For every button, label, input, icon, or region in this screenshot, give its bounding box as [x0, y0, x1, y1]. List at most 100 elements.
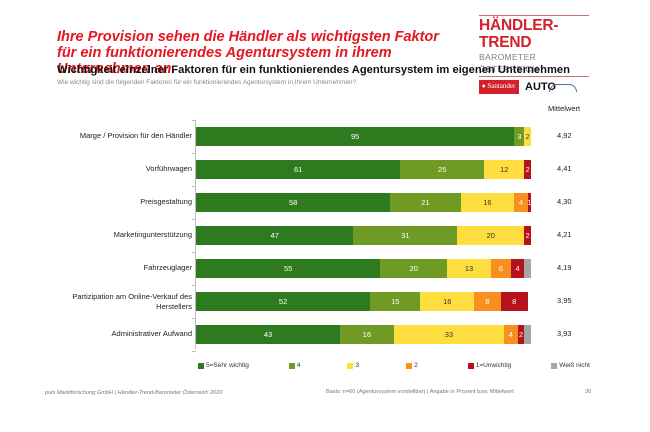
mittelwert-value: 4,92: [557, 131, 572, 140]
partner-logos: ♦ Santander AUTO: [479, 80, 589, 94]
legend-item: Weiß nicht: [551, 362, 590, 369]
data-label: 13: [464, 264, 474, 273]
survey-question: Wie wichtig sind die folgenden Faktoren …: [57, 79, 357, 86]
bar-segment: 31: [353, 226, 458, 245]
category-label: Partizipation am Online-Verkauf des Hers…: [72, 292, 192, 311]
data-label: 8: [512, 297, 517, 306]
santander-logo: ♦ Santander: [479, 80, 519, 94]
flame-icon: ♦: [482, 82, 486, 90]
bar-segment: 2: [517, 325, 525, 344]
axis-tick: [192, 153, 196, 154]
bar-segment: 21: [390, 193, 461, 212]
legend-swatch: [288, 362, 295, 369]
bar-segment: 43: [196, 325, 341, 344]
legend-swatch: [347, 362, 354, 369]
legend-label: 4: [296, 362, 301, 369]
legend-swatch: [198, 362, 204, 369]
data-label: 3: [517, 132, 522, 141]
axis-tick: [192, 252, 196, 253]
bar-segment: 1: [527, 193, 532, 212]
page-number: 30: [585, 389, 592, 395]
legend-item: 2: [406, 362, 418, 369]
data-label: 52: [278, 297, 288, 306]
data-label: 2: [525, 165, 530, 174]
legend-swatch: [467, 362, 474, 369]
data-label: 4: [508, 330, 513, 339]
legend-label: Weiß nicht: [559, 362, 590, 369]
mittelwert-header: Mittelwert: [548, 104, 581, 113]
data-label: 2: [518, 330, 524, 339]
mittelwert-value: 4,19: [557, 263, 572, 272]
bar-segment: 55: [196, 259, 381, 278]
bar-segment: 13: [447, 259, 491, 278]
bar-segment: 16: [340, 325, 394, 344]
haendler-trend-logo: HÄNDLER-TREND BAROMETER ÖSTERREICH ♦ San…: [479, 15, 589, 94]
bar-segment: [524, 259, 531, 278]
mittelwert-value: 4,21: [557, 230, 572, 239]
data-label: 55: [283, 264, 293, 273]
data-label: 15: [391, 297, 400, 306]
data-label: 6: [498, 264, 503, 273]
data-label: 33: [444, 330, 454, 339]
data-label: 31: [401, 231, 410, 240]
car-icon: [549, 84, 577, 92]
legend-label: 1=Unwichtig: [475, 362, 512, 369]
category-label: Fahrzeuglager: [143, 263, 192, 272]
data-label: 16: [483, 198, 492, 207]
data-label: 20: [409, 264, 418, 273]
mittelwert-value: 4,41: [557, 164, 572, 173]
category-label: Vorführwagen: [145, 164, 192, 173]
data-label: 1: [527, 198, 532, 207]
bar-segment: 16: [420, 292, 475, 311]
bar-segment: [524, 325, 531, 344]
bar-segment: 8: [474, 292, 501, 311]
logo-rule-top: [479, 15, 589, 16]
data-label: 12: [500, 165, 509, 174]
bar-segment: 58: [196, 193, 391, 212]
auto-label: AUTO: [525, 81, 556, 93]
bar-segment: 4: [510, 259, 525, 278]
legend-label: 5=Sehr wichtig: [206, 362, 249, 369]
axis-tick: [192, 318, 196, 319]
axis-tick: [192, 186, 196, 187]
data-label: 16: [443, 297, 452, 306]
axis-tick: [192, 120, 196, 121]
data-label: 25: [438, 165, 447, 174]
mittelwert-value: 3,95: [557, 296, 572, 305]
axis-tick: [192, 219, 196, 220]
bar-segment: 3: [514, 127, 525, 146]
data-label: 43: [263, 330, 273, 339]
legend-swatch: [406, 362, 413, 369]
chart-legend: 5=Sehr wichtig 4 3 2 1=Unwichtig Weiß nicht: [198, 362, 590, 369]
category-axis: [195, 120, 196, 349]
headline: Ihre Provision sehen die Händler als wic…: [57, 29, 439, 77]
auto-logo: AUTO: [525, 81, 577, 93]
footer-source: puls Marktforschung GmbH | Händler-Trend…: [45, 390, 223, 396]
bar-segment: 95: [196, 127, 515, 146]
bar-segment: 33: [393, 325, 505, 344]
data-label: 58: [288, 198, 298, 207]
legend-item: 5=Sehr wichtig: [198, 362, 249, 369]
legend-label: 2: [414, 362, 418, 369]
data-label: 95: [350, 132, 360, 141]
mittelwert-value: 4,30: [557, 197, 572, 206]
bar-segment: 25: [400, 160, 485, 179]
legend-item: 3: [347, 362, 359, 369]
bar-segment: 2: [524, 226, 531, 245]
bar-segment: 4: [504, 325, 518, 344]
category-label: Marketingunterstützung: [113, 230, 192, 239]
bar-segment: 61: [196, 160, 401, 179]
data-label: 20: [486, 231, 495, 240]
mittelwert-value: 3,93: [557, 329, 572, 338]
legend-swatch: [551, 362, 558, 369]
data-label: 2: [525, 132, 530, 141]
bar-segment: 47: [196, 226, 354, 245]
logo-brand: HÄNDLER-TREND: [479, 17, 559, 51]
axis-tick: [192, 285, 196, 286]
legend-label: 3: [355, 362, 360, 369]
data-label: 4: [518, 198, 524, 207]
bar-segment: 20: [380, 259, 448, 278]
category-label: Preisgestaltung: [140, 197, 192, 206]
legend-item: 1=Unwichtig: [467, 362, 512, 369]
bar-segment: 4: [514, 193, 528, 212]
